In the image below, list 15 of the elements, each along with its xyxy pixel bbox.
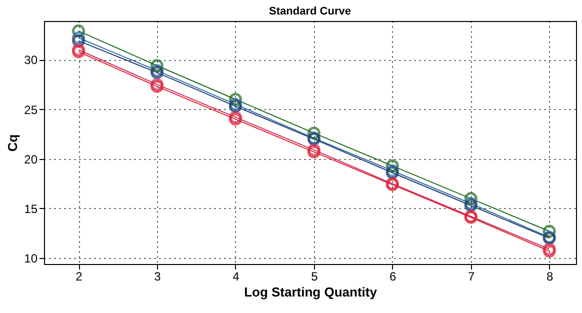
x-tick-label: 7 <box>468 270 476 284</box>
x-tick-label: 5 <box>311 270 318 284</box>
x-tick-label: 8 <box>546 270 554 284</box>
y-tick-label: 30 <box>24 53 38 68</box>
x-tick-label: 2 <box>76 270 83 284</box>
y-tick-label: 10 <box>24 252 38 266</box>
chart-title: Standard Curve <box>269 6 351 18</box>
y-axis-title: Cq <box>5 134 20 152</box>
y-tick-label: 25 <box>24 102 38 117</box>
x-tick-label: 3 <box>154 270 162 284</box>
x-tick-label: 6 <box>390 270 397 284</box>
y-tick-label: 20 <box>24 152 38 166</box>
x-tick-label: 4 <box>232 270 240 284</box>
x-axis-title: Log Starting Quantity <box>244 284 378 300</box>
y-tick-label: 15 <box>24 202 38 216</box>
